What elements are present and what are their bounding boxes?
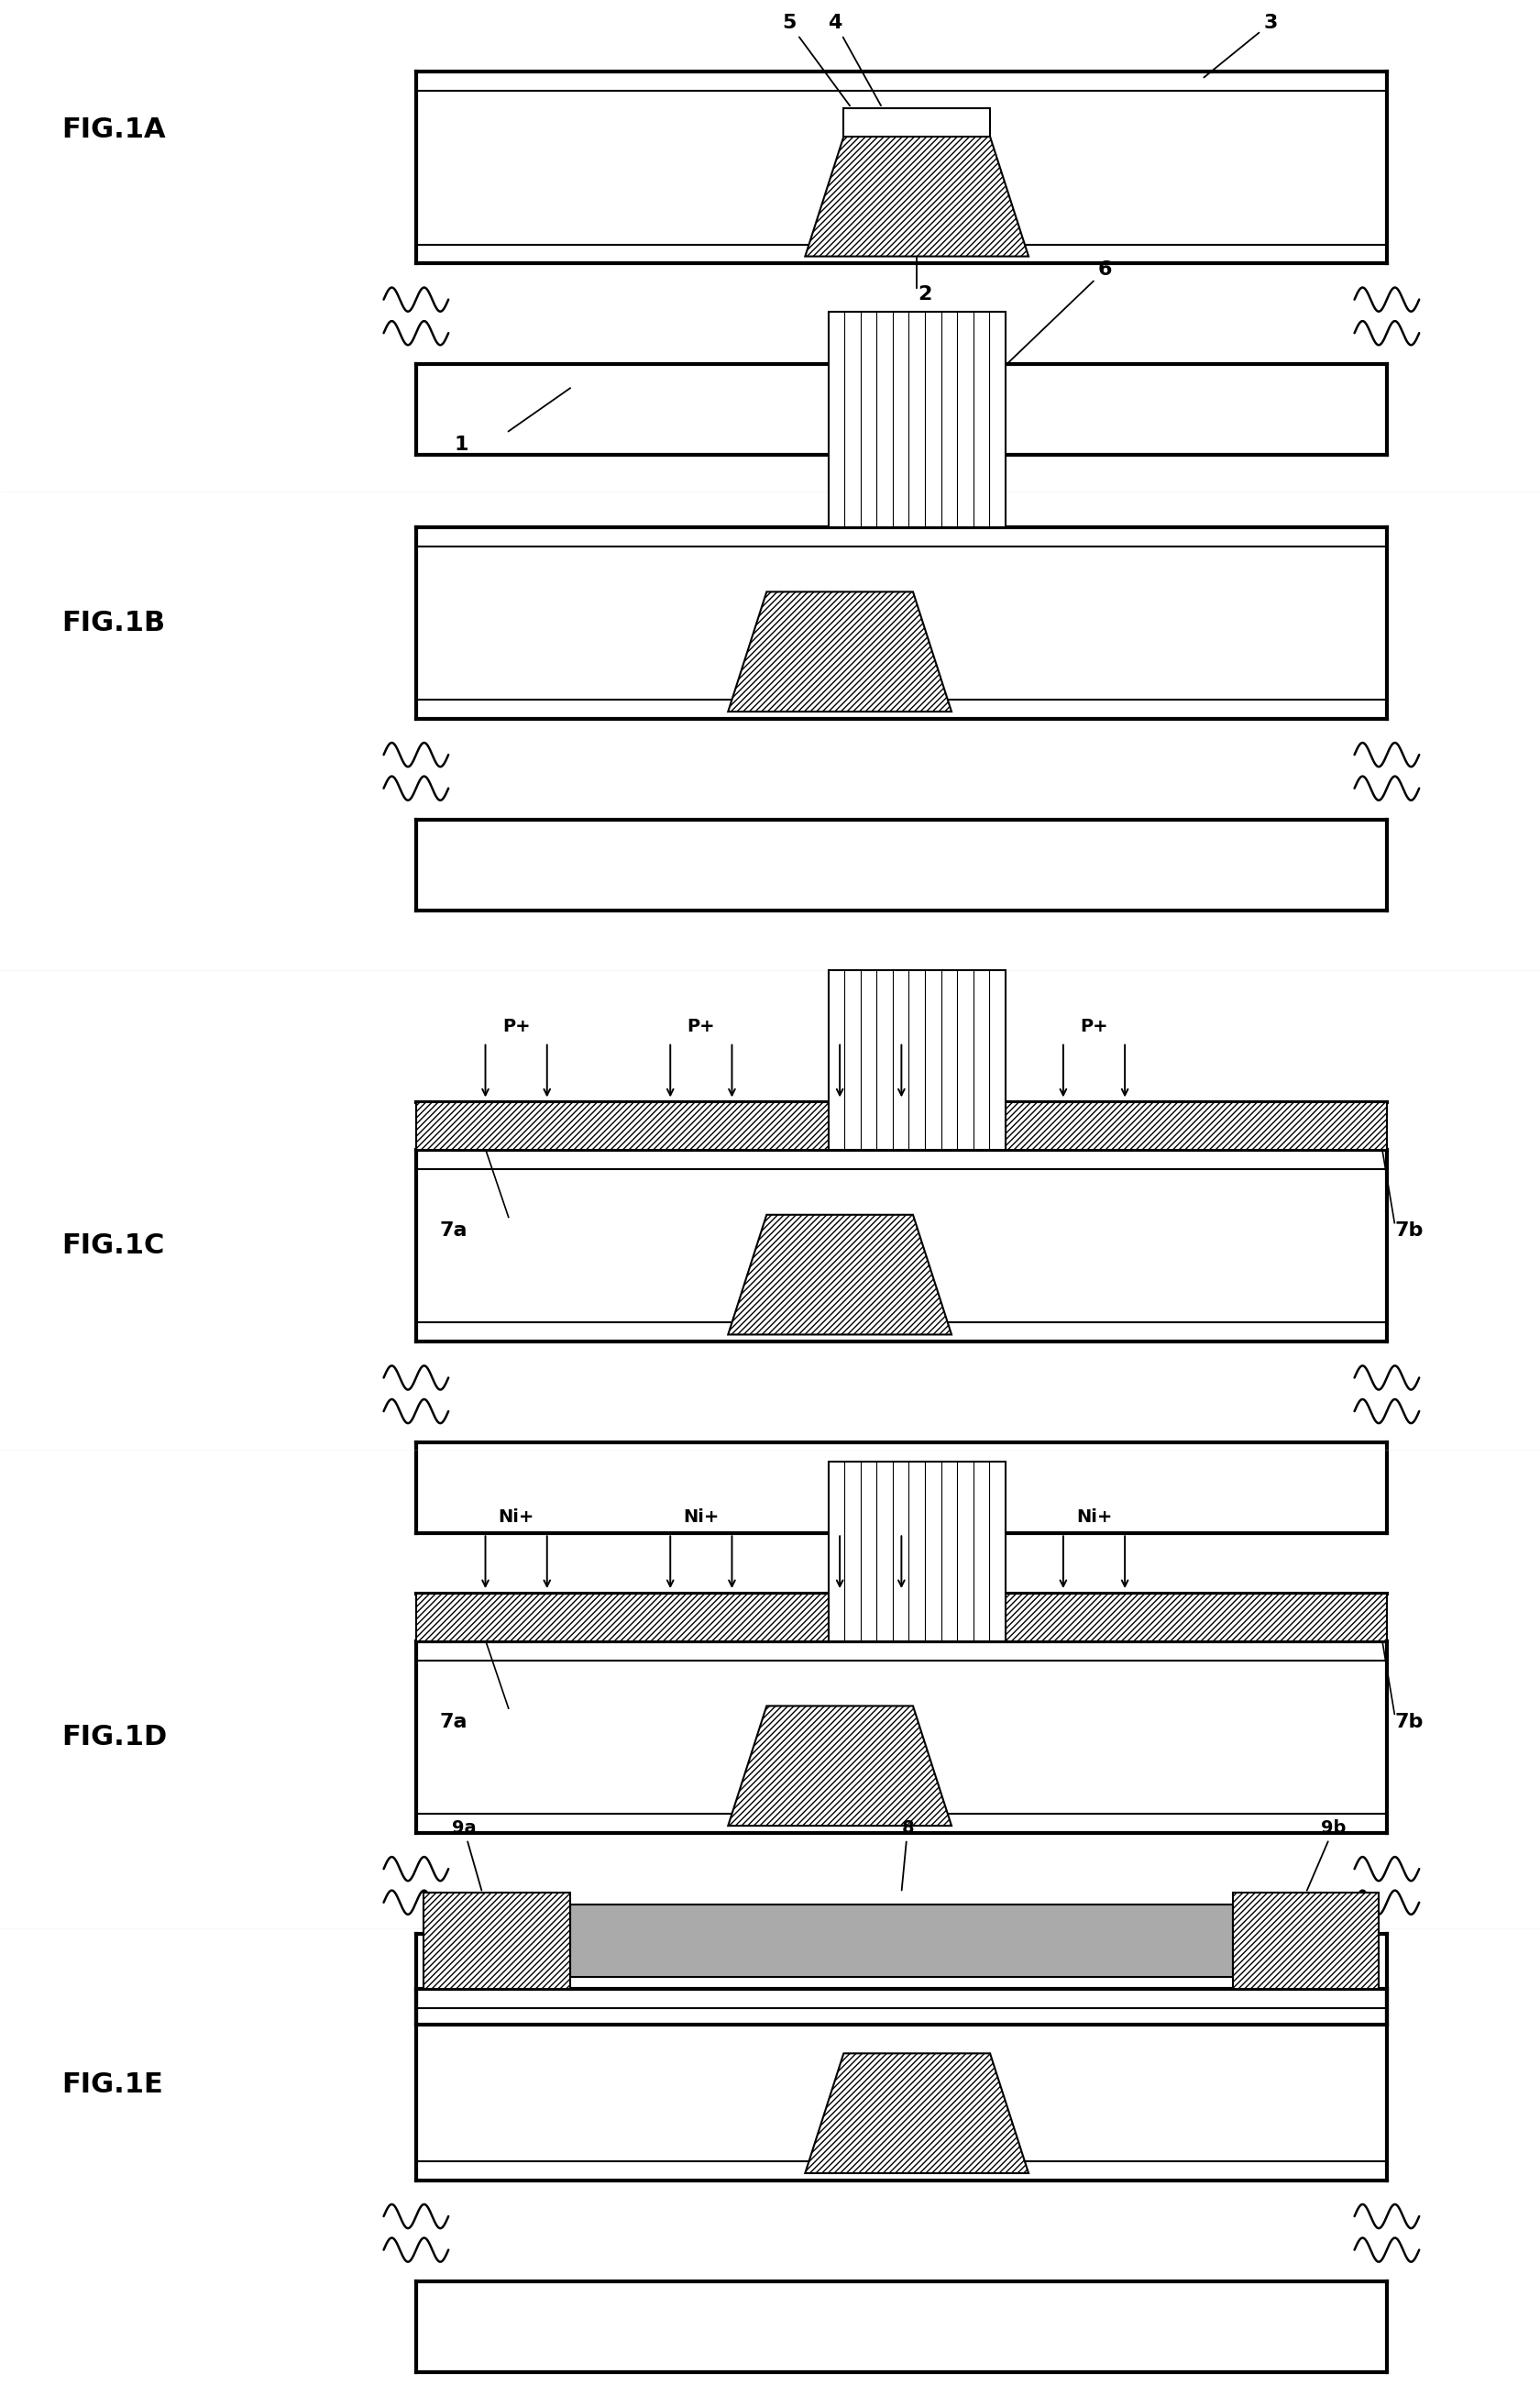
- Bar: [827, 311, 1004, 527]
- Text: FIG.1E: FIG.1E: [62, 2070, 163, 2099]
- Text: 6: 6: [1007, 261, 1112, 364]
- Text: 3: 3: [1203, 14, 1277, 77]
- Bar: [570, 1905, 1232, 1977]
- Text: P+: P+: [856, 1018, 884, 1035]
- Text: 7a: 7a: [439, 1222, 467, 1241]
- Text: 9a: 9a: [451, 1819, 482, 1890]
- Text: 9b: 9b: [1306, 1819, 1346, 1890]
- Text: FIG.1A: FIG.1A: [62, 115, 166, 144]
- Bar: [844, 108, 989, 137]
- Text: Ni+: Ni+: [1075, 1509, 1112, 1526]
- Text: FIG.1D: FIG.1D: [62, 1723, 168, 1751]
- Text: 7b: 7b: [1394, 1222, 1423, 1241]
- Polygon shape: [727, 592, 950, 712]
- Text: 8: 8: [901, 1819, 913, 1890]
- Text: 2: 2: [916, 285, 932, 304]
- Polygon shape: [727, 1215, 950, 1335]
- Text: FIG.1C: FIG.1C: [62, 1232, 165, 1260]
- Bar: [1004, 1593, 1386, 1641]
- Bar: [1004, 1102, 1386, 1150]
- Text: 7b: 7b: [1394, 1713, 1423, 1732]
- Text: P+: P+: [1080, 1018, 1107, 1035]
- Bar: [416, 1593, 827, 1641]
- Bar: [827, 970, 1004, 1150]
- Text: 1: 1: [454, 436, 468, 455]
- Text: Ni+: Ni+: [682, 1509, 719, 1526]
- Bar: [424, 1893, 570, 1989]
- Text: Ni+: Ni+: [497, 1509, 534, 1526]
- Text: FIG.1B: FIG.1B: [62, 609, 165, 637]
- Bar: [827, 1462, 1004, 1641]
- Text: NI+: NI+: [852, 1509, 889, 1526]
- Text: P+: P+: [687, 1018, 715, 1035]
- Polygon shape: [727, 1706, 950, 1826]
- Text: 7a: 7a: [439, 1713, 467, 1732]
- Polygon shape: [804, 137, 1029, 256]
- Text: 4: 4: [827, 14, 881, 105]
- Bar: [416, 1102, 827, 1150]
- Text: P+: P+: [502, 1018, 530, 1035]
- Polygon shape: [804, 2053, 1029, 2173]
- Bar: [1232, 1893, 1378, 1989]
- Text: 5: 5: [781, 14, 850, 105]
